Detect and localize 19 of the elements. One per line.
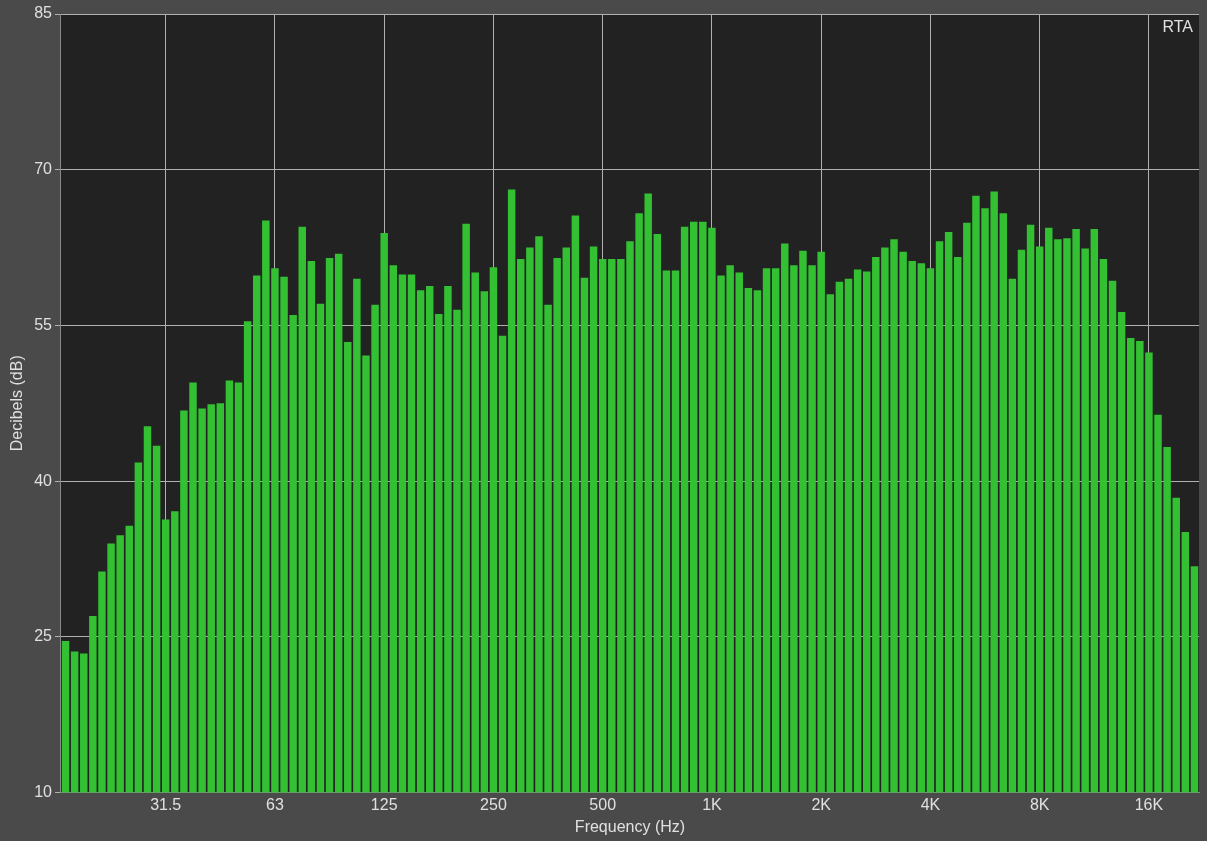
x-tick-label: 125 bbox=[370, 795, 398, 813]
y-tick-label: 40 bbox=[34, 471, 53, 489]
y-axis-title: Decibels (dB) bbox=[8, 355, 26, 452]
y-tick-label: 10 bbox=[34, 783, 53, 801]
y-tick-label: 55 bbox=[34, 315, 53, 333]
x-axis-title: Frequency (Hz) bbox=[574, 817, 686, 835]
x-tick-label: 4K bbox=[920, 795, 941, 813]
x-tick-label: 250 bbox=[480, 795, 507, 813]
x-tick-label: 31.5 bbox=[150, 795, 182, 813]
x-tick-label: 16K bbox=[1134, 795, 1164, 813]
x-tick-label: 2K bbox=[811, 795, 832, 813]
x-tick-label: 1K bbox=[702, 795, 723, 813]
x-tick-label: 500 bbox=[589, 795, 617, 813]
x-tick-label: 8K bbox=[1029, 795, 1050, 813]
annotation: RTA bbox=[1162, 18, 1194, 36]
y-tick-label: 85 bbox=[34, 4, 53, 22]
x-tick-label: 63 bbox=[266, 795, 284, 813]
y-tick-label: 25 bbox=[34, 627, 53, 645]
y-tick-label: 70 bbox=[34, 160, 53, 178]
